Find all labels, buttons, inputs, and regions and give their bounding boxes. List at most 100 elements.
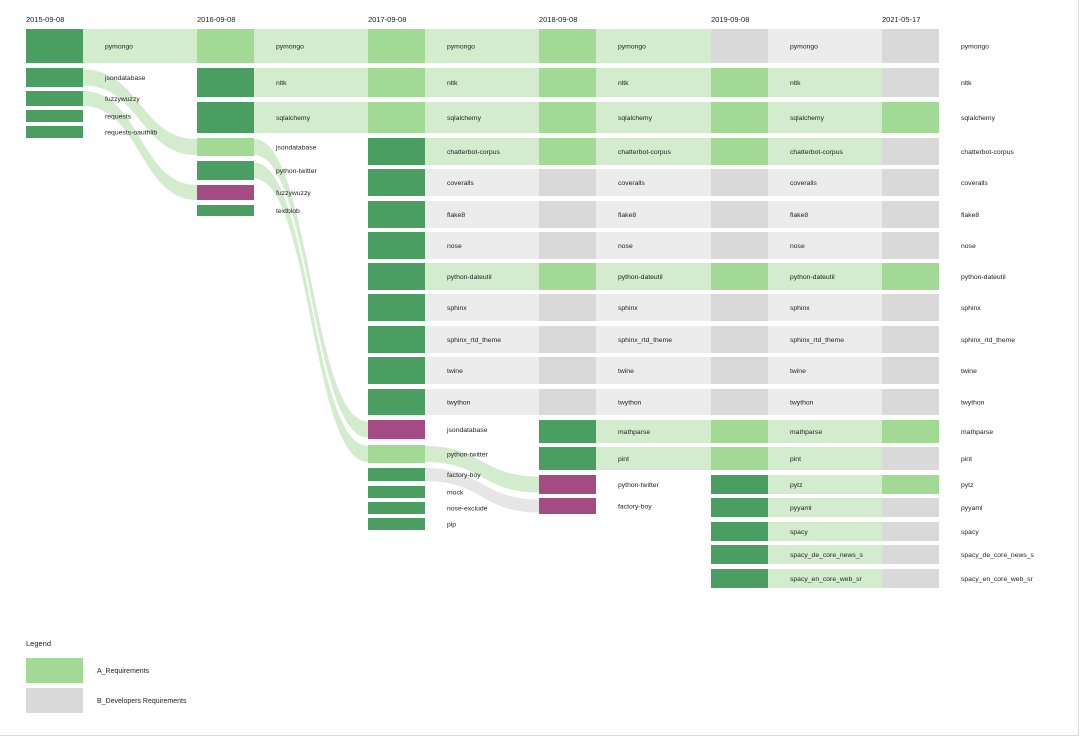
- band-mathparse: [596, 420, 711, 443]
- node-twython[interactable]: [368, 389, 425, 415]
- column-header-layer: 2015-09-08 2016-09-08 2017-09-08 2018-09-08…: [26, 15, 920, 24]
- node-spacy-de-core-news-s[interactable]: [711, 545, 768, 564]
- node-twython[interactable]: [882, 389, 939, 415]
- band-nltk: [596, 68, 711, 97]
- node-spacy-de-core-news-s[interactable]: [882, 545, 939, 564]
- node-twython[interactable]: [711, 389, 768, 415]
- node-nltk[interactable]: [539, 68, 596, 97]
- node-python-twitter[interactable]: [197, 161, 254, 180]
- node-label-python-dateutil: python-dateutil: [790, 274, 835, 281]
- node-nose[interactable]: [711, 232, 768, 259]
- node-jsondatabase[interactable]: [368, 420, 425, 439]
- node-pymongo[interactable]: [197, 29, 254, 63]
- node-pyyaml[interactable]: [711, 498, 768, 517]
- node-spacy[interactable]: [882, 522, 939, 541]
- node-python-dateutil[interactable]: [368, 263, 425, 290]
- column-date-2018-09-08: 2018-09-08: [539, 15, 577, 24]
- node-twython[interactable]: [539, 389, 596, 415]
- node-nose[interactable]: [539, 232, 596, 259]
- node-coveralls[interactable]: [539, 169, 596, 196]
- node-label-sqlalchemy: sqlalchemy: [618, 115, 653, 122]
- node-python-twitter[interactable]: [539, 475, 596, 494]
- node-mathparse[interactable]: [882, 420, 939, 443]
- node-mock[interactable]: [368, 486, 425, 498]
- node-jsondatabase[interactable]: [26, 68, 83, 87]
- node-jsondatabase[interactable]: [197, 138, 254, 156]
- node-sphinx-rtd-theme[interactable]: [711, 326, 768, 353]
- node-label-sphinx-rtd-theme: sphinx_rtd_theme: [618, 337, 672, 344]
- node-mathparse[interactable]: [711, 420, 768, 443]
- node-python-dateutil[interactable]: [711, 263, 768, 290]
- node-sphinx[interactable]: [882, 294, 939, 321]
- node-nltk[interactable]: [711, 68, 768, 97]
- node-twine[interactable]: [368, 357, 425, 384]
- node-label-nose: nose: [618, 243, 633, 250]
- node-coveralls[interactable]: [711, 169, 768, 196]
- node-chatterbot-corpus[interactable]: [882, 138, 939, 165]
- node-coveralls[interactable]: [882, 169, 939, 196]
- node-chatterbot-corpus[interactable]: [711, 138, 768, 165]
- node-factory-boy[interactable]: [368, 468, 425, 481]
- band-flake8: [596, 201, 711, 228]
- node-textblob[interactable]: [197, 205, 254, 216]
- node-sqlalchemy[interactable]: [882, 102, 939, 133]
- node-python-twitter[interactable]: [368, 445, 425, 463]
- node-sphinx-rtd-theme[interactable]: [368, 326, 425, 353]
- node-nose[interactable]: [368, 232, 425, 259]
- node-sphinx[interactable]: [368, 294, 425, 321]
- node-fuzzywuzzy[interactable]: [26, 91, 83, 106]
- node-sphinx[interactable]: [539, 294, 596, 321]
- node-pymongo[interactable]: [26, 29, 83, 63]
- node-flake8[interactable]: [882, 201, 939, 228]
- node-flake8[interactable]: [539, 201, 596, 228]
- node-label-pymongo: pymongo: [276, 44, 304, 51]
- node-sqlalchemy[interactable]: [539, 102, 596, 133]
- node-pymongo[interactable]: [368, 29, 425, 63]
- node-pytz[interactable]: [711, 475, 768, 494]
- node-requests-oauthlib[interactable]: [26, 126, 83, 138]
- node-nose-exclude[interactable]: [368, 502, 425, 514]
- node-label-python-dateutil: python-dateutil: [447, 274, 492, 281]
- flow-link: [83, 38, 197, 54]
- node-sqlalchemy[interactable]: [368, 102, 425, 133]
- node-flake8[interactable]: [368, 201, 425, 228]
- node-flake8[interactable]: [711, 201, 768, 228]
- node-pint[interactable]: [711, 447, 768, 470]
- node-nltk[interactable]: [368, 68, 425, 97]
- node-sqlalchemy[interactable]: [197, 102, 254, 133]
- node-requests[interactable]: [26, 110, 83, 122]
- node-pint[interactable]: [882, 447, 939, 470]
- node-coveralls[interactable]: [368, 169, 425, 196]
- node-nltk[interactable]: [197, 68, 254, 97]
- node-twine[interactable]: [711, 357, 768, 384]
- node-chatterbot-corpus[interactable]: [539, 138, 596, 165]
- node-pymongo[interactable]: [711, 29, 768, 63]
- node-sphinx-rtd-theme[interactable]: [539, 326, 596, 353]
- node-pymongo[interactable]: [882, 29, 939, 63]
- node-factory-boy[interactable]: [539, 498, 596, 514]
- node-pyyaml[interactable]: [882, 498, 939, 517]
- node-fuzzywuzzy[interactable]: [197, 185, 254, 200]
- node-label-chatterbot-corpus: chatterbot-corpus: [790, 149, 843, 156]
- node-nltk[interactable]: [882, 68, 939, 97]
- node-spacy[interactable]: [711, 522, 768, 541]
- node-chatterbot-corpus[interactable]: [368, 138, 425, 165]
- node-nose[interactable]: [882, 232, 939, 259]
- node-label-textblob: textblob: [276, 208, 300, 215]
- node-sphinx-rtd-theme[interactable]: [882, 326, 939, 353]
- node-pip[interactable]: [368, 518, 425, 530]
- node-sqlalchemy[interactable]: [711, 102, 768, 133]
- node-pytz[interactable]: [882, 475, 939, 494]
- node-pint[interactable]: [539, 447, 596, 470]
- node-python-dateutil[interactable]: [882, 263, 939, 290]
- node-spacy-en-core-web-sr[interactable]: [711, 569, 768, 588]
- node-sphinx[interactable]: [711, 294, 768, 321]
- node-mathparse[interactable]: [539, 420, 596, 443]
- node-twine[interactable]: [882, 357, 939, 384]
- node-twine[interactable]: [539, 357, 596, 384]
- legend-label-a-requirements: A_Requirements: [97, 668, 150, 675]
- node-python-dateutil[interactable]: [539, 263, 596, 290]
- node-spacy-en-core-web-sr[interactable]: [882, 569, 939, 588]
- legend-label-b-developers-requirements: B_Developers Requirements: [97, 698, 187, 705]
- node-pymongo[interactable]: [539, 29, 596, 63]
